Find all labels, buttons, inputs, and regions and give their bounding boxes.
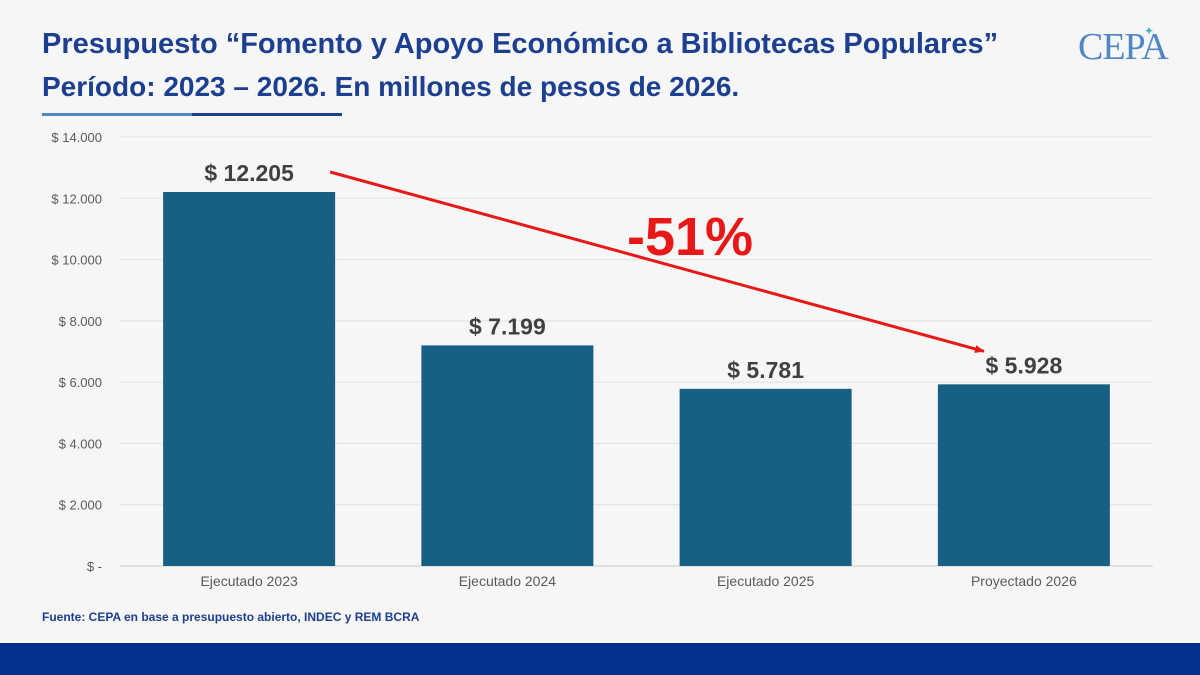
decline-arrow xyxy=(329,170,985,353)
bar xyxy=(679,388,852,566)
y-tick-label: $ 8.000 xyxy=(59,314,102,329)
y-tick-label: $ 2.000 xyxy=(59,498,102,513)
y-tick-label: $ 4.000 xyxy=(59,436,102,451)
cepa-logo: CEPA ✦ xyxy=(1078,24,1170,70)
data-label: $ 12.205 xyxy=(204,160,294,186)
chart-subtitle: Período: 2023 – 2026. En millones de pes… xyxy=(42,71,740,102)
decline-percentage: -51% xyxy=(627,207,753,267)
chart-title: Presupuesto “Fomento y Apoyo Económico a… xyxy=(42,28,999,60)
x-tick-label: Ejecutado 2023 xyxy=(200,573,298,589)
x-tick-label: Ejecutado 2025 xyxy=(717,573,815,589)
y-tick-label: $ 14.000 xyxy=(51,130,102,145)
y-tick-label: $ 6.000 xyxy=(59,375,102,390)
title-underline-dark xyxy=(192,113,342,116)
footer-bar xyxy=(0,643,1200,675)
data-label: $ 5.928 xyxy=(986,352,1063,378)
y-tick-label: $ - xyxy=(87,559,102,574)
x-tick-label: Proyectado 2026 xyxy=(971,573,1077,589)
bar xyxy=(937,384,1110,566)
y-tick-label: $ 10.000 xyxy=(51,253,102,268)
logo-spark-icon: ✦ xyxy=(1144,24,1155,38)
bar xyxy=(163,192,336,567)
data-label: $ 7.199 xyxy=(469,313,546,339)
y-tick-label: $ 12.000 xyxy=(51,191,102,206)
bar xyxy=(421,345,594,566)
bar-chart: $ - $ 2.000 $ 4.000 $ 6.000 $ 8.000 $ 10.000 $… xyxy=(51,130,1153,589)
x-tick-label: Ejecutado 2024 xyxy=(459,573,557,589)
title-underline-light xyxy=(42,113,192,116)
source-note: Fuente: CEPA en base a presupuesto abier… xyxy=(42,610,420,624)
data-label: $ 5.781 xyxy=(727,357,804,383)
logo-text: CEPA xyxy=(1078,26,1169,68)
